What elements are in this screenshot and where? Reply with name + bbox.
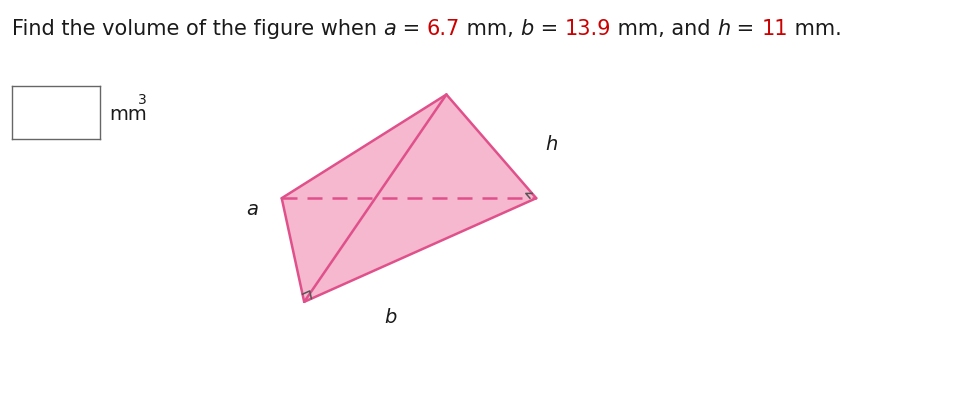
Text: mm, and: mm, and [611, 19, 717, 39]
Polygon shape [282, 95, 446, 302]
Text: =: = [730, 19, 761, 39]
Text: b: b [384, 308, 396, 327]
Text: Find the volume of the figure when: Find the volume of the figure when [12, 19, 384, 39]
Text: 6.7: 6.7 [427, 19, 460, 39]
Text: b: b [521, 19, 534, 39]
Text: =: = [534, 19, 564, 39]
Text: h: h [717, 19, 730, 39]
Text: 3: 3 [138, 93, 147, 107]
Text: mm,: mm, [460, 19, 521, 39]
Polygon shape [304, 95, 536, 302]
Polygon shape [282, 198, 536, 302]
Text: 13.9: 13.9 [564, 19, 611, 39]
Text: =: = [396, 19, 427, 39]
Text: mm: mm [109, 105, 147, 124]
Text: 11: 11 [761, 19, 788, 39]
Text: h: h [545, 135, 557, 154]
Text: mm.: mm. [788, 19, 841, 39]
Text: a: a [384, 19, 396, 39]
Text: a: a [245, 200, 258, 219]
